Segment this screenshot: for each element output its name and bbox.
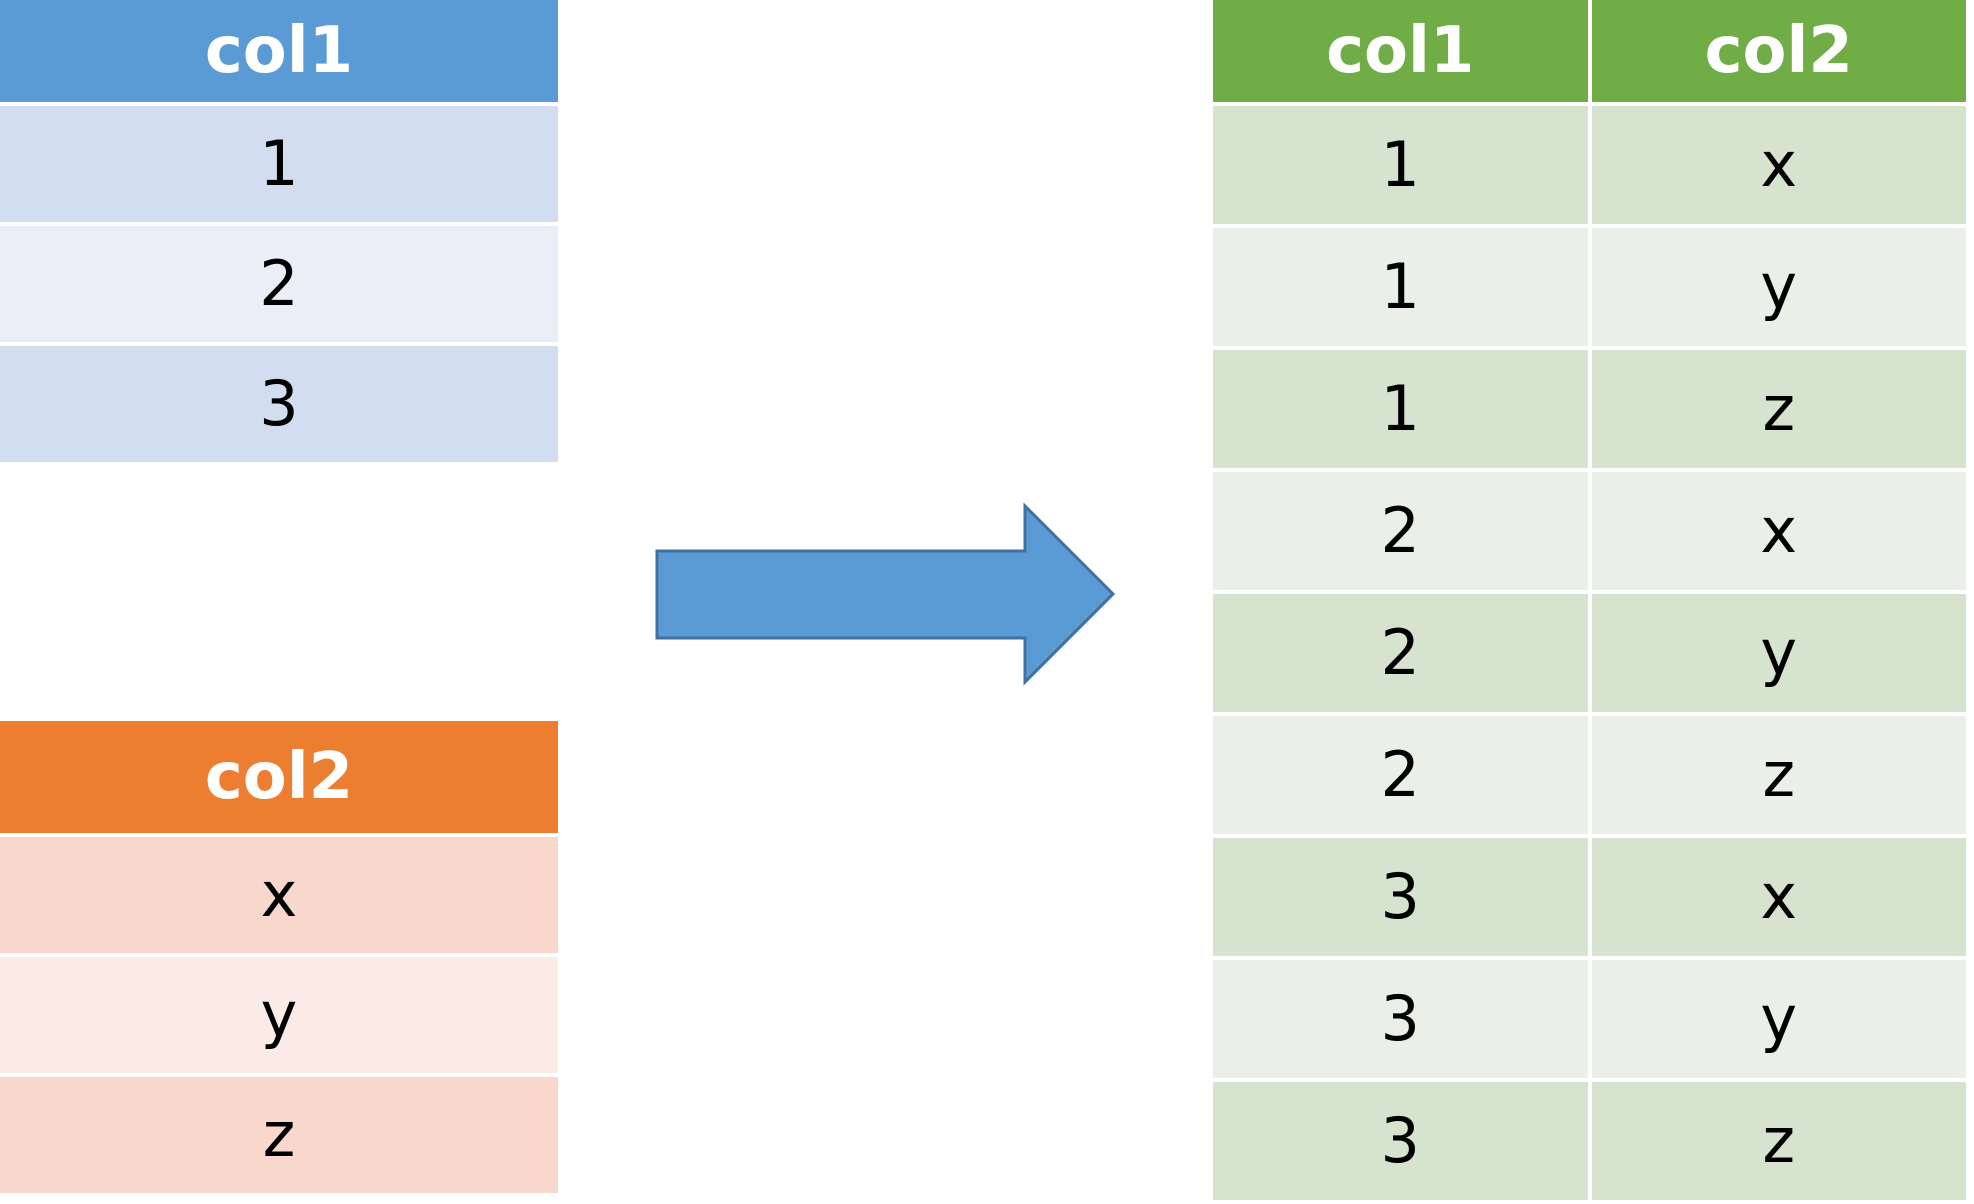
table-header-row: col2 bbox=[0, 721, 558, 833]
table-header-row: col1 bbox=[0, 0, 558, 102]
table-row: 1 z bbox=[1213, 350, 1966, 468]
table-row: 3 y bbox=[1213, 960, 1966, 1078]
table-cell: x bbox=[1591, 472, 1966, 590]
column-header: col1 bbox=[0, 0, 558, 102]
column-header: col2 bbox=[0, 721, 558, 833]
table-cell: y bbox=[1591, 594, 1966, 712]
table-row: y bbox=[0, 957, 558, 1073]
table-row: 3 z bbox=[1213, 1082, 1966, 1200]
table-row: z bbox=[0, 1077, 558, 1193]
table-cell: z bbox=[1591, 716, 1966, 834]
table-cell: z bbox=[0, 1077, 558, 1193]
arrow-shape bbox=[655, 502, 1116, 686]
table-cell: y bbox=[0, 957, 558, 1073]
table-cell: 3 bbox=[1213, 960, 1588, 1078]
input-table-col2: col2 x y z bbox=[0, 717, 558, 1197]
table-row: 2 x bbox=[1213, 472, 1966, 590]
table-row: x bbox=[0, 837, 558, 953]
table-cell: x bbox=[0, 837, 558, 953]
table-cell: 1 bbox=[1213, 228, 1588, 346]
table-cell: 2 bbox=[1213, 716, 1588, 834]
right-arrow-icon bbox=[650, 500, 1120, 690]
table-row: 3 x bbox=[1213, 838, 1966, 956]
column-header-col2: col2 bbox=[1591, 0, 1966, 102]
table-cell: 3 bbox=[1213, 1082, 1588, 1200]
table-cell: y bbox=[1591, 228, 1966, 346]
table-cell: 1 bbox=[1213, 106, 1588, 224]
table-cell: 3 bbox=[1213, 838, 1588, 956]
table-cell: 2 bbox=[1213, 594, 1588, 712]
table-row: 1 bbox=[0, 106, 558, 222]
table-row: 1 x bbox=[1213, 106, 1966, 224]
table-cell: 2 bbox=[1213, 472, 1588, 590]
table-row: 3 bbox=[0, 346, 558, 462]
table-row: 1 y bbox=[1213, 228, 1966, 346]
table-cell: 3 bbox=[0, 346, 558, 462]
arrow-polygon bbox=[655, 502, 1116, 686]
table-cell: 1 bbox=[1213, 350, 1588, 468]
result-table: col1 col2 1 x 1 y 1 z 2 x 2 y 2 z 3 x bbox=[1209, 0, 1970, 1204]
table-cell: z bbox=[1591, 1082, 1966, 1200]
table-cell: x bbox=[1591, 838, 1966, 956]
table-row: 2 bbox=[0, 226, 558, 342]
table-cell: y bbox=[1591, 960, 1966, 1078]
table-cell: 1 bbox=[0, 106, 558, 222]
table-header-row: col1 col2 bbox=[1213, 0, 1966, 102]
table-cell: 2 bbox=[0, 226, 558, 342]
table-cell: z bbox=[1591, 350, 1966, 468]
table-cell: x bbox=[1591, 106, 1966, 224]
table-row: 2 y bbox=[1213, 594, 1966, 712]
input-table-col1: col1 1 2 3 bbox=[0, 0, 558, 466]
column-header-col1: col1 bbox=[1213, 0, 1588, 102]
table-row: 2 z bbox=[1213, 716, 1966, 834]
